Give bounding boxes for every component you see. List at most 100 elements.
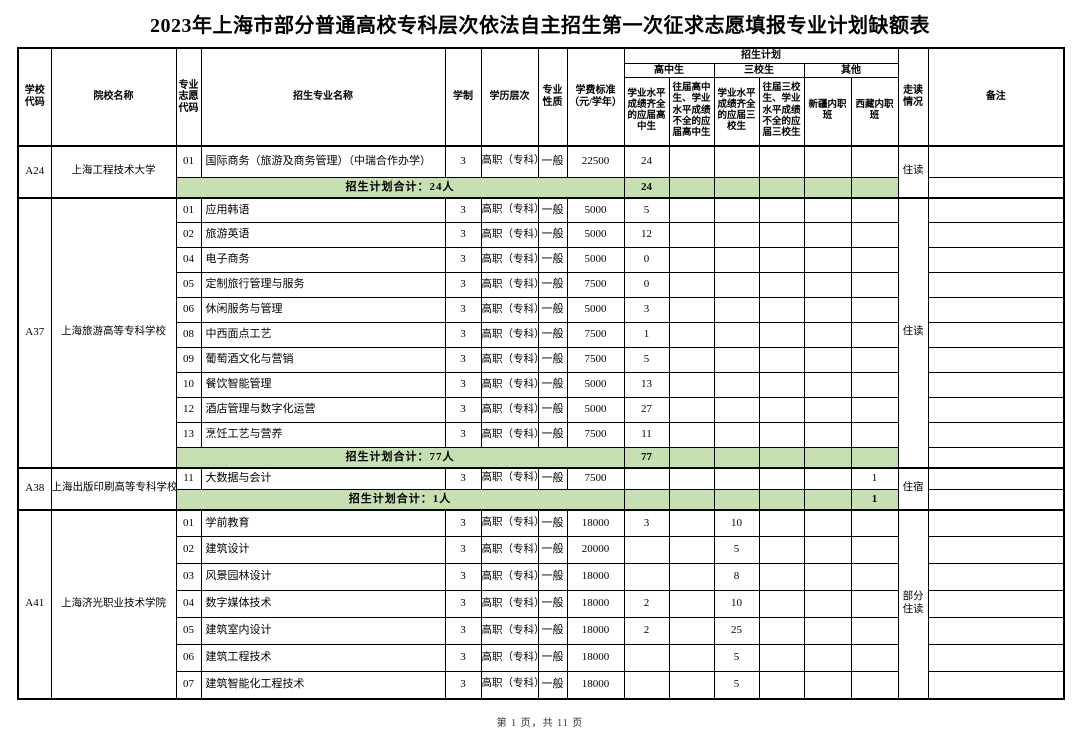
major-type-cell: 一般: [537, 590, 568, 618]
major-code-cell: 03: [175, 563, 202, 591]
plan-count-cell-2: [668, 590, 715, 618]
plan-count-cell-3: 10: [713, 508, 760, 537]
major-type-cell: 一般: [537, 322, 568, 348]
duration-cell: 3: [444, 590, 482, 618]
plan-count-cell-2: [668, 671, 715, 699]
remark-cell: [927, 222, 1065, 248]
plan-count-cell-3: [713, 196, 760, 223]
enrollment-plan-table: 学校代码 院校名称 专业志愿代码 招生专业名称 学制 学历层次 专业性质 学费标…: [17, 47, 1066, 700]
school-code-cell: A41: [17, 508, 52, 699]
tuition-cell: 22500: [566, 144, 625, 178]
plan-count-cell-1: [623, 644, 670, 672]
plan-count-cell-5: [803, 372, 852, 398]
major-name-cell: 学前教育: [200, 508, 446, 537]
duration-cell: 3: [444, 297, 482, 323]
edu-level-cell: 高职（专科）: [480, 563, 539, 591]
page-number: 第 1 页，共 11 页: [496, 717, 584, 729]
edu-level-cell: 高职（专科）: [480, 590, 539, 618]
duration-cell: 3: [444, 508, 482, 537]
plan-count-cell-1: 24: [623, 144, 670, 178]
plan-count-cell-5: [803, 644, 852, 672]
edu-level-cell: 高职（专科）: [480, 222, 539, 248]
total-plan-cell-4: [758, 177, 805, 198]
header-plan-col-2: 往届高中生、学业水平成绩不全的应届高中生: [668, 77, 715, 146]
remark-cell: [927, 644, 1065, 672]
major-name-cell: 电子商务: [200, 247, 446, 273]
plan-count-cell-5: [803, 397, 852, 423]
major-name-cell: 葡萄酒文化与营销: [200, 347, 446, 373]
edu-level-cell: 高职（专科）: [480, 247, 539, 273]
plan-count-cell-2: [668, 144, 715, 178]
major-type-cell: 一般: [537, 347, 568, 373]
plan-count-cell-3: [713, 372, 760, 398]
tuition-cell: 5000: [566, 372, 625, 398]
tuition-cell: 5000: [566, 397, 625, 423]
plan-count-cell-3: 5: [713, 536, 760, 564]
total-label-cell: 招生计划合计：1人: [175, 489, 625, 510]
major-name-cell: 国际商务（旅游及商务管理）（中瑞合作办学）: [200, 144, 446, 178]
edu-level-cell: 高职（专科）: [480, 347, 539, 373]
total-row: 招生计划合计：1人 1: [18, 489, 1065, 510]
major-name-cell: 建筑室内设计: [200, 617, 446, 645]
plan-count-cell-1: 27: [623, 397, 670, 423]
remark-cell: [927, 489, 1065, 510]
header-school-code: 学校代码: [17, 47, 52, 146]
remark-cell: [927, 372, 1065, 398]
major-code-cell: 09: [175, 347, 202, 373]
plan-count-cell-3: [713, 397, 760, 423]
major-code-cell: 05: [175, 617, 202, 645]
plan-count-cell-5: [803, 144, 852, 178]
major-type-cell: 一般: [537, 397, 568, 423]
major-type-cell: 一般: [537, 671, 568, 699]
plan-count-cell-6: [850, 322, 899, 348]
plan-count-cell-2: [668, 617, 715, 645]
tuition-cell: 5000: [566, 222, 625, 248]
duration-cell: 3: [444, 397, 482, 423]
header-major-code: 专业志愿代码: [175, 47, 202, 146]
plan-count-cell-2: [668, 297, 715, 323]
remark-cell: [927, 272, 1065, 298]
plan-count-cell-6: [850, 196, 899, 223]
major-name-cell: 餐饮智能管理: [200, 372, 446, 398]
major-name-cell: 风景园林设计: [200, 563, 446, 591]
major-type-cell: 一般: [537, 617, 568, 645]
tuition-cell: 18000: [566, 590, 625, 618]
plan-count-cell-6: [850, 247, 899, 273]
remark-cell: [927, 177, 1065, 198]
school-name-cell: 上海旅游高等专科学校: [50, 196, 177, 468]
plan-count-cell-2: [668, 222, 715, 248]
plan-count-cell-5: [803, 247, 852, 273]
edu-level-cell: 高职（专科）: [480, 144, 539, 178]
tuition-cell: 7500: [566, 347, 625, 373]
plan-count-cell-1: 5: [623, 196, 670, 223]
plan-count-cell-2: [668, 272, 715, 298]
remark-cell: [927, 508, 1065, 537]
remark-cell: [927, 536, 1065, 564]
tuition-cell: 7500: [566, 322, 625, 348]
major-type-cell: 一般: [537, 297, 568, 323]
tuition-cell: 5000: [566, 297, 625, 323]
plan-count-cell-4: [758, 536, 805, 564]
major-code-cell: 04: [175, 590, 202, 618]
plan-count-cell-6: [850, 508, 899, 537]
remark-cell: [927, 563, 1065, 591]
plan-count-cell-5: [803, 536, 852, 564]
edu-level-cell: 高职（专科）: [480, 196, 539, 223]
table-header: 学校代码 院校名称 专业志愿代码 招生专业名称 学制 学历层次 专业性质 学费标…: [17, 47, 1065, 146]
total-plan-cell-1: 77: [623, 447, 670, 468]
plan-count-cell-6: [850, 397, 899, 423]
plan-count-cell-3: [713, 297, 760, 323]
duration-cell: 3: [444, 422, 482, 448]
total-plan-cell-6: [850, 447, 899, 468]
duration-cell: 3: [444, 322, 482, 348]
tuition-cell: 18000: [566, 617, 625, 645]
plan-count-cell-5: [803, 422, 852, 448]
plan-count-cell-3: [713, 466, 760, 490]
page-title: 2023年上海市部分普通高校专科层次依法自主招生第一次征求志愿填报专业计划缺额表: [150, 15, 930, 37]
major-code-cell: 11: [175, 466, 202, 490]
tuition-cell: 20000: [566, 536, 625, 564]
major-type-cell: 一般: [537, 422, 568, 448]
